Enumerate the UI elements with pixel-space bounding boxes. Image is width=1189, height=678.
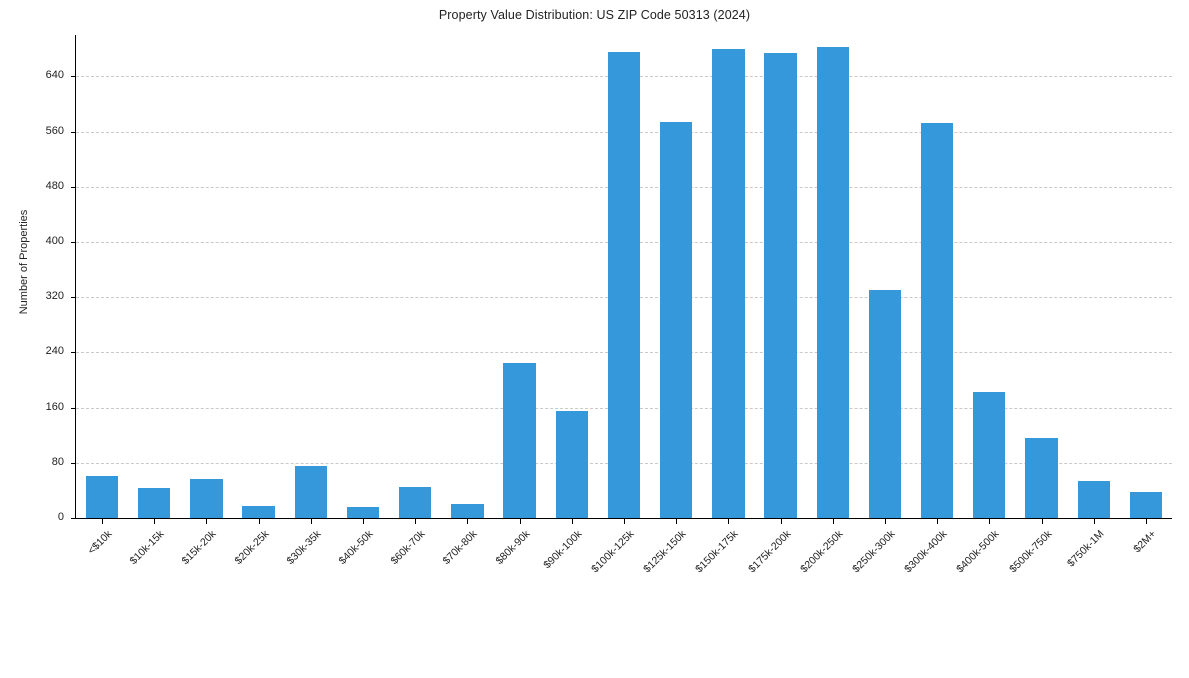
bar (1025, 437, 1058, 518)
y-tick-mark (71, 462, 76, 464)
y-tick-mark (71, 518, 76, 519)
y-tick-mark (71, 297, 76, 299)
x-tick-mark (780, 519, 782, 524)
x-tick-mark (1093, 519, 1095, 524)
x-tick-mark (206, 519, 208, 524)
bar (816, 46, 849, 518)
y-tick-mark (71, 131, 76, 133)
bar (1129, 492, 1163, 518)
x-tick-mark (989, 519, 991, 524)
x-tick-mark (676, 519, 678, 524)
x-tick-mark (154, 519, 156, 524)
x-tick-mark (415, 519, 417, 524)
y-tick-mark (71, 76, 76, 78)
x-tick-mark (102, 519, 104, 524)
x-tick-mark (937, 519, 939, 524)
bar (607, 52, 641, 518)
chart-figure: Property Value Distribution: US ZIP Code… (18, 8, 1172, 576)
y-tick-label: 400 (45, 235, 64, 247)
bar (868, 289, 902, 518)
bar (503, 363, 536, 518)
x-tick-mark (1145, 519, 1147, 524)
x-tick-mark (363, 519, 365, 524)
x-tick-mark (519, 519, 521, 524)
x-axis-line (76, 518, 1172, 519)
bar (242, 506, 275, 518)
bar (346, 506, 380, 518)
bar (294, 465, 328, 518)
y-tick-label: 640 (45, 69, 64, 82)
bar (973, 392, 1006, 518)
y-tick-label: 560 (45, 124, 64, 137)
bar (660, 121, 693, 518)
bar (399, 486, 432, 518)
y-tick-label: 160 (45, 400, 64, 413)
bar (920, 122, 954, 518)
bar (555, 411, 588, 518)
x-tick-mark (258, 519, 260, 524)
y-tick-mark (71, 242, 76, 243)
plot-area (76, 35, 1172, 518)
x-tick-mark (832, 519, 834, 524)
y-tick-label: 240 (45, 345, 64, 358)
y-tick-mark (71, 186, 76, 188)
x-tick-mark (1041, 519, 1043, 524)
bar (1077, 481, 1110, 518)
chart-title: Property Value Distribution: US ZIP Code… (438, 8, 751, 22)
x-tick-mark (624, 519, 625, 524)
bar (138, 487, 171, 518)
bar (85, 475, 119, 518)
y-axis-line (75, 35, 76, 519)
bar (712, 48, 745, 518)
bar (451, 503, 484, 518)
x-tick-mark (884, 519, 886, 524)
bar (764, 52, 797, 518)
x-tick-mark (728, 519, 730, 524)
bar (190, 478, 223, 518)
y-tick-mark (71, 407, 76, 409)
x-tick-mark (310, 519, 312, 524)
y-tick-label: 0 (57, 511, 64, 523)
x-tick-mark (571, 519, 573, 524)
y-tick-label: 320 (45, 290, 64, 303)
y-tick-label: 480 (45, 179, 64, 192)
y-tick-label: 80 (51, 455, 64, 468)
x-tick-mark (467, 519, 469, 524)
y-tick-mark (71, 352, 76, 354)
